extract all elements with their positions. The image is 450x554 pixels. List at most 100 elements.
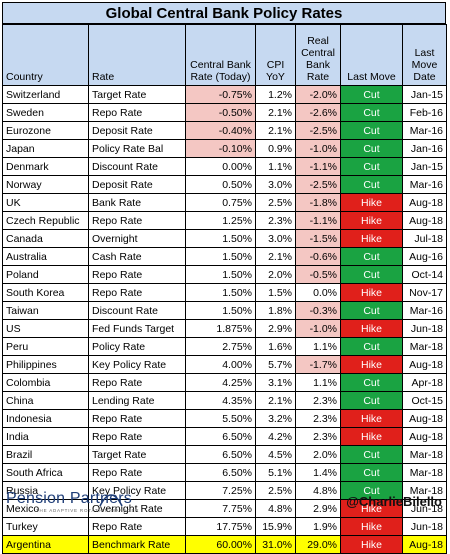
cell-cpi: 1.6%: [255, 337, 296, 356]
cell-cb-rate: 5.50%: [185, 409, 256, 428]
table-row: US Fed Funds Target 1.875% 2.9% -1.0% Hike Jun…: [2, 319, 447, 338]
cell-cpi: 5.1%: [255, 463, 296, 482]
cell-country: US: [2, 319, 89, 338]
cell-rate-name: Bank Rate: [88, 193, 186, 212]
cell-cpi: 3.2%: [255, 409, 296, 428]
cell-last-move: Hike: [340, 535, 403, 554]
cell-last-move-date: Mar-16: [402, 301, 447, 320]
table-row: Brazil Target Rate 6.50% 4.5% 2.0% Cut Mar-18: [2, 445, 447, 464]
cell-cpi: 1.2%: [255, 85, 296, 104]
table-row: Peru Policy Rate 2.75% 1.6% 1.1% Cut Mar-18: [2, 337, 447, 356]
cell-last-move-date: Jan-15: [402, 85, 447, 104]
table-row: Indonesia Repo Rate 5.50% 3.2% 2.3% Hike Aug-1…: [2, 409, 447, 428]
cell-cb-rate: 1.50%: [185, 229, 256, 248]
cell-cb-rate: 1.50%: [185, 265, 256, 284]
header-cpi: CPI YoY: [255, 24, 296, 86]
cell-real-rate: 1.1%: [295, 373, 341, 392]
cell-last-move-date: Aug-18: [402, 427, 447, 446]
cell-cb-rate: -0.50%: [185, 103, 256, 122]
cell-last-move: Cut: [340, 157, 403, 176]
cell-cpi: 2.1%: [255, 103, 296, 122]
cell-last-move-date: Mar-16: [402, 121, 447, 140]
cell-last-move-date: Aug-18: [402, 409, 447, 428]
cell-real-rate: -0.5%: [295, 265, 341, 284]
cell-cpi: 1.1%: [255, 157, 296, 176]
cell-real-rate: 2.3%: [295, 391, 341, 410]
cell-last-move: Hike: [340, 409, 403, 428]
cell-cpi: 3.0%: [255, 175, 296, 194]
logo-text: Pension Partners: [6, 490, 132, 507]
cell-rate-name: Repo Rate: [88, 373, 186, 392]
cell-real-rate: 1.9%: [295, 517, 341, 536]
cell-last-move-date: Aug-16: [402, 247, 447, 266]
cell-cb-rate: 1.50%: [185, 283, 256, 302]
cell-country: Brazil: [2, 445, 89, 464]
cell-cpi: 3.0%: [255, 229, 296, 248]
table-row: Switzerland Target Rate -0.75% 1.2% -2.0% Cut…: [2, 85, 447, 104]
cell-last-move-date: Mar-18: [402, 445, 447, 464]
logo-tagline: THE ADAPTIVE ROTATION MANAGER: [36, 508, 140, 513]
cell-cb-rate: 4.25%: [185, 373, 256, 392]
cell-last-move-date: Jun-18: [402, 319, 447, 338]
cell-cpi: 2.1%: [255, 247, 296, 266]
cell-real-rate: 4.8%: [295, 481, 341, 500]
cell-last-move: Cut: [340, 85, 403, 104]
table-body: Switzerland Target Rate -0.75% 1.2% -2.0% Cut…: [2, 85, 447, 554]
table-row: Australia Cash Rate 1.50% 2.1% -0.6% Cut Aug-1…: [2, 247, 447, 266]
cell-country: Norway: [2, 175, 89, 194]
cell-country: Peru: [2, 337, 89, 356]
header-last-move-date: Last Move Date: [402, 24, 447, 86]
policy-rates-table: Country Rate Central Bank Rate (Today) C…: [2, 24, 447, 554]
pension-partners-logo-icon: Pension Partners THE ADAPTIVE ROTATION M…: [6, 490, 206, 518]
cell-last-move-date: Oct-15: [402, 391, 447, 410]
cell-cpi: 1.8%: [255, 301, 296, 320]
header-rate: Rate: [88, 24, 186, 86]
table-row: Philippines Key Policy Rate 4.00% 5.7% -1.7%…: [2, 355, 447, 374]
cell-last-move: Cut: [340, 445, 403, 464]
table-row: UK Bank Rate 0.75% 2.5% -1.8% Hike Aug-18: [2, 193, 447, 212]
cell-last-move: Hike: [340, 355, 403, 374]
cell-last-move: Cut: [340, 103, 403, 122]
cell-last-move: Hike: [340, 517, 403, 536]
cell-last-move-date: Jul-18: [402, 229, 447, 248]
cell-real-rate: -1.1%: [295, 211, 341, 230]
cell-country: Poland: [2, 265, 89, 284]
cell-rate-name: Policy Rate Bal: [88, 139, 186, 158]
cell-cb-rate: -0.40%: [185, 121, 256, 140]
cell-cpi: 1.5%: [255, 283, 296, 302]
cell-last-move: Hike: [340, 427, 403, 446]
table-row: Denmark Discount Rate 0.00% 1.1% -1.1% Cut Jan…: [2, 157, 447, 176]
cell-rate-name: Repo Rate: [88, 463, 186, 482]
cell-rate-name: Repo Rate: [88, 517, 186, 536]
table-row: Taiwan Discount Rate 1.50% 1.8% -0.3% Cut Mar-…: [2, 301, 447, 320]
cell-rate-name: Repo Rate: [88, 409, 186, 428]
cell-last-move-date: Mar-18: [402, 463, 447, 482]
cell-real-rate: -2.5%: [295, 121, 341, 140]
cell-country: South Korea: [2, 283, 89, 302]
cell-last-move-date: Mar-16: [402, 175, 447, 194]
cell-last-move: Hike: [340, 319, 403, 338]
cell-real-rate: 2.3%: [295, 427, 341, 446]
cell-cb-rate: 6.50%: [185, 445, 256, 464]
cell-real-rate: -1.8%: [295, 193, 341, 212]
cell-last-move-date: Aug-18: [402, 211, 447, 230]
cell-last-move-date: Apr-18: [402, 373, 447, 392]
footer: Pension Partners THE ADAPTIVE ROTATION M…: [2, 488, 446, 518]
cell-cpi: 2.1%: [255, 121, 296, 140]
cell-cb-rate: 4.35%: [185, 391, 256, 410]
cell-last-move-date: Jan-16: [402, 139, 447, 158]
cell-last-move: Hike: [340, 229, 403, 248]
cell-country: Czech Republic: [2, 211, 89, 230]
cell-country: Mexico: [2, 499, 89, 518]
cell-cpi: 15.9%: [255, 517, 296, 536]
cell-last-move: Cut: [340, 391, 403, 410]
cell-cb-rate: 0.75%: [185, 193, 256, 212]
cell-real-rate: -1.0%: [295, 139, 341, 158]
cell-rate-name: Discount Rate: [88, 301, 186, 320]
table-row: Japan Policy Rate Bal -0.10% 0.9% -1.0% Cut Ja…: [2, 139, 447, 158]
cell-cb-rate: -0.10%: [185, 139, 256, 158]
cell-real-rate: -1.5%: [295, 229, 341, 248]
cell-cpi: 2.3%: [255, 211, 296, 230]
cell-rate-name: Repo Rate: [88, 427, 186, 446]
